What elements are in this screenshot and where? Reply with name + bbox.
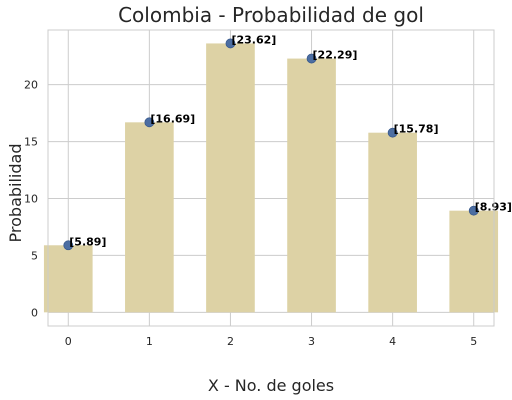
x-tick-label: 4	[389, 335, 396, 348]
y-tick-label: 5	[31, 249, 38, 262]
grid-lines	[48, 30, 494, 326]
data-points	[63, 38, 479, 251]
y-tick-label: 20	[24, 79, 38, 92]
x-tick-label: 5	[470, 335, 477, 348]
data-label: [8.93]	[475, 201, 512, 214]
data-label: [16.69]	[150, 112, 195, 125]
y-axis-label: Probabilidad	[6, 144, 25, 243]
y-tick-labels: 0 5 10 15 20	[24, 79, 38, 320]
bar	[287, 58, 336, 313]
x-tick-label: 1	[146, 335, 153, 348]
data-point	[144, 117, 155, 128]
data-labels: [5.89] [16.69] [23.62] [22.29] [15.78] [8.93]	[69, 33, 512, 248]
data-label: [22.29]	[313, 49, 358, 62]
bar	[449, 210, 499, 313]
plot-frame	[47, 29, 495, 327]
bar	[206, 43, 255, 313]
data-point	[306, 53, 317, 64]
data-label: [15.78]	[394, 123, 439, 136]
bar	[368, 132, 417, 313]
bar	[125, 122, 174, 313]
y-tick-label: 0	[31, 306, 38, 319]
x-axis-label: X - No. de goles	[208, 376, 334, 395]
chart-title: Colombia - Probabilidad de gol	[118, 3, 424, 27]
data-label: [5.89]	[69, 235, 106, 248]
x-tick-label: 0	[65, 335, 72, 348]
bars	[43, 43, 499, 313]
data-label: [23.62]	[231, 33, 276, 46]
data-point	[63, 240, 74, 251]
data-point	[225, 38, 236, 49]
data-point	[468, 205, 479, 216]
data-point	[387, 127, 398, 138]
y-tick-label: 15	[24, 136, 38, 149]
x-tick-labels: 0 1 2 3 4 5	[65, 335, 477, 348]
y-tick-label: 10	[24, 192, 38, 205]
bar	[43, 245, 93, 313]
x-tick-label: 2	[227, 335, 234, 348]
x-tick-label: 3	[308, 335, 315, 348]
